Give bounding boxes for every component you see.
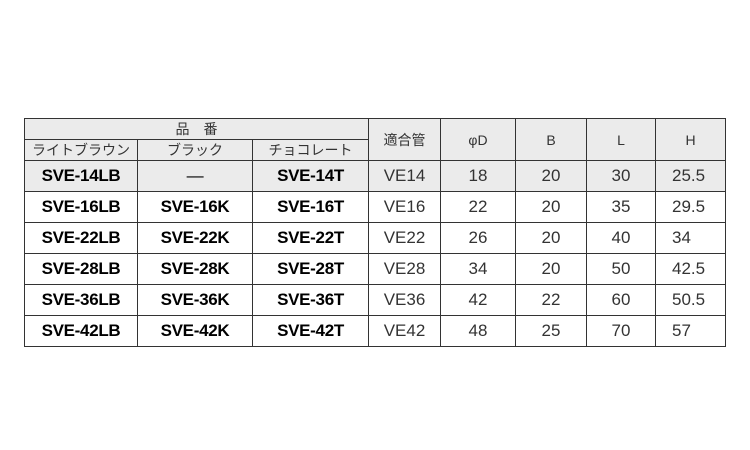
d-value: 18 [440,160,516,192]
chocolate-header: チョコレート [252,139,369,161]
b-value: 20 [515,222,587,254]
black-part: SVE-28K [137,253,253,285]
spec-table: 品 番 適合管 φD B L H ライトブラウン ブラック チョコレート SVE… [24,118,726,347]
chocolate-part: SVE-28T [252,253,369,285]
light-brown-header: ライトブラウン [24,139,138,161]
table-row: SVE-36LB SVE-36K SVE-36T VE36 42 22 60 50.5 [24,284,726,316]
b-value: 20 [515,160,587,192]
b-value: 25 [515,315,587,347]
h-value: 57 [655,315,726,347]
d-value: 26 [440,222,516,254]
pipe-header: 適合管 [368,118,441,161]
pipe-size: VE36 [368,284,441,316]
pipe-size: VE16 [368,191,441,223]
b-header: B [515,118,587,161]
l-value: 50 [586,253,656,285]
b-value: 20 [515,253,587,285]
table-row: SVE-22LB SVE-22K SVE-22T VE22 26 20 40 34 [24,222,726,254]
black-part: SVE-16K [137,191,253,223]
d-value: 22 [440,191,516,223]
h-value: 25.5 [655,160,726,192]
light-brown-part: SVE-22LB [24,222,138,254]
table-row: SVE-16LB SVE-16K SVE-16T VE16 22 20 35 29.5 [24,191,726,223]
l-header: L [586,118,656,161]
chocolate-part: SVE-36T [252,284,369,316]
l-value: 60 [586,284,656,316]
d-value: 34 [440,253,516,285]
chocolate-part: SVE-22T [252,222,369,254]
pipe-size: VE22 [368,222,441,254]
chocolate-part: SVE-42T [252,315,369,347]
b-value: 22 [515,284,587,316]
black-header: ブラック [137,139,253,161]
light-brown-part: SVE-16LB [24,191,138,223]
d-header: φD [440,118,516,161]
light-brown-part: SVE-14LB [24,160,138,192]
chocolate-part: SVE-14T [252,160,369,192]
black-part: SVE-36K [137,284,253,316]
h-value: 29.5 [655,191,726,223]
black-part: SVE-22K [137,222,253,254]
pipe-size: VE14 [368,160,441,192]
pipe-size: VE28 [368,253,441,285]
header-row: 品 番 適合管 φD B L H [24,118,726,161]
table-row: SVE-28LB SVE-28K SVE-28T VE28 34 20 50 42.5 [24,253,726,285]
pipe-size: VE42 [368,315,441,347]
l-value: 40 [586,222,656,254]
black-part: — [137,160,253,192]
h-header: H [655,118,726,161]
l-value: 35 [586,191,656,223]
table-row: SVE-14LB — SVE-14T VE14 18 20 30 25.5 [24,160,726,192]
h-value: 34 [655,222,726,254]
h-value: 50.5 [655,284,726,316]
chocolate-part: SVE-16T [252,191,369,223]
light-brown-part: SVE-42LB [24,315,138,347]
table-row: SVE-42LB SVE-42K SVE-42T VE42 48 25 70 57 [24,315,726,347]
light-brown-part: SVE-28LB [24,253,138,285]
h-value: 42.5 [655,253,726,285]
part-number-header: 品 番 [24,118,369,140]
d-value: 48 [440,315,516,347]
d-value: 42 [440,284,516,316]
light-brown-part: SVE-36LB [24,284,138,316]
black-part: SVE-42K [137,315,253,347]
b-value: 20 [515,191,587,223]
l-value: 70 [586,315,656,347]
l-value: 30 [586,160,656,192]
